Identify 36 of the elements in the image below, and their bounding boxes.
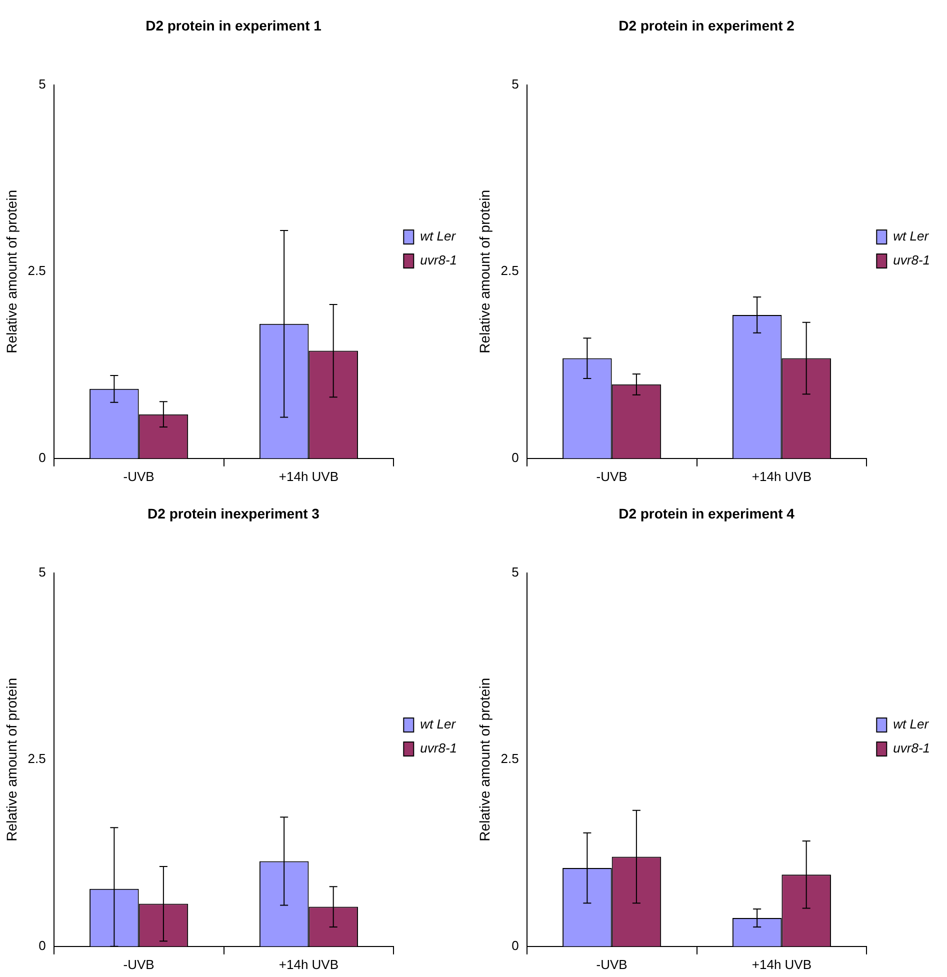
y-tick-label: 5 — [512, 564, 519, 580]
chart-title: D2 protein in experiment 1 — [146, 17, 322, 34]
y-tick-label: 2.5 — [500, 751, 519, 766]
legend-label: wt Ler — [420, 716, 456, 732]
y-tick-label: 2.5 — [28, 263, 46, 278]
x-tick-label: +14h UVB — [752, 956, 812, 972]
legend-label: wt Ler — [893, 716, 930, 732]
legend-label: uvr8-1 — [420, 740, 458, 756]
y-axis-title: Relative amount of protein — [476, 678, 492, 842]
y-tick-label: 2.5 — [28, 751, 46, 766]
legend-label: uvr8-1 — [893, 252, 930, 268]
y-tick-label: 2.5 — [500, 263, 519, 278]
x-tick-label: -UVB — [596, 956, 628, 972]
y-tick-label: 0 — [38, 938, 46, 953]
chart-title: D2 protein inexperiment 3 — [148, 505, 320, 522]
legend-label: uvr8-1 — [893, 740, 930, 756]
y-axis-title: Relative amount of protein — [476, 190, 492, 354]
y-axis-title: Relative amount of protein — [3, 190, 20, 354]
x-tick-label: -UVB — [123, 468, 154, 484]
chart-title: D2 protein in experiment 4 — [618, 505, 795, 522]
y-tick-label: 5 — [38, 564, 46, 580]
y-tick-label: 0 — [512, 938, 519, 953]
x-tick-label: +14h UVB — [278, 468, 339, 484]
y-tick-label: 0 — [512, 450, 519, 465]
y-tick-label: 5 — [38, 76, 46, 92]
chart-title: D2 protein in experiment 2 — [618, 17, 795, 34]
x-tick-label: -UVB — [596, 468, 628, 484]
x-tick-label: +14h UVB — [752, 468, 812, 484]
y-tick-label: 5 — [512, 76, 519, 92]
legend-label: uvr8-1 — [420, 252, 458, 268]
legend-label: wt Ler — [420, 228, 456, 244]
y-axis-title: Relative amount of protein — [3, 678, 20, 842]
x-tick-label: +14h UVB — [278, 956, 339, 972]
x-tick-label: -UVB — [123, 956, 154, 972]
y-tick-label: 0 — [38, 450, 46, 465]
legend-label: wt Ler — [893, 228, 930, 244]
